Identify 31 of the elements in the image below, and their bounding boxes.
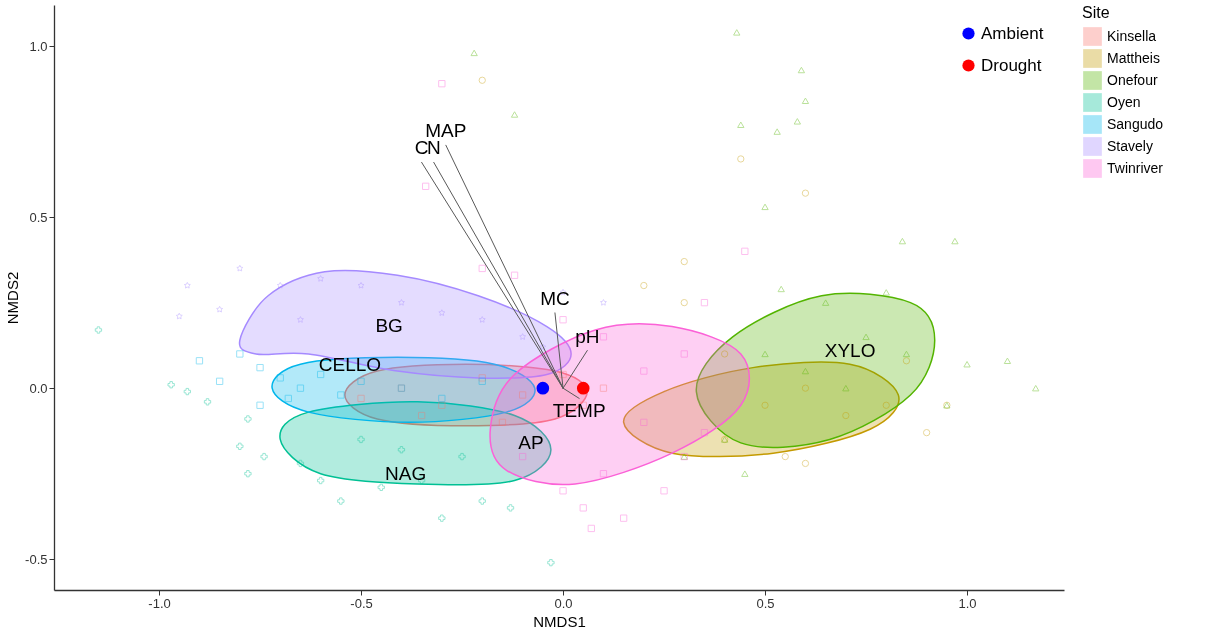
- annotation: NAG: [384, 462, 427, 484]
- y-tick-label: -0.5: [25, 551, 48, 567]
- x-tick-label: 0.5: [756, 595, 775, 611]
- annotation: XYLO: [824, 340, 876, 362]
- x-tick-label: -1.0: [148, 595, 171, 611]
- x-tick-label: 1.0: [958, 595, 977, 611]
- legend-label: Onefour: [1107, 71, 1158, 88]
- legend-label: Stavely: [1107, 137, 1153, 154]
- legend-label: Twinriver: [1107, 159, 1164, 176]
- y-tick-label: 0.5: [29, 209, 48, 225]
- annotation: BG: [375, 314, 403, 336]
- y-tick-label: 1.0: [29, 38, 48, 54]
- legend-label: Ambient: [981, 23, 1044, 43]
- x-axis-title: NMDS1: [533, 612, 586, 630]
- annotation: pH: [575, 325, 600, 347]
- legend-label: Kinsella: [1107, 27, 1157, 44]
- annotation: TEMP: [552, 400, 606, 422]
- y-axis-title: NMDS2: [4, 271, 22, 325]
- x-tick-label: -0.5: [350, 595, 373, 611]
- legend-label: Oyen: [1107, 93, 1141, 110]
- point: [536, 381, 550, 395]
- point: [576, 381, 590, 395]
- legend-label: Mattheis: [1107, 49, 1160, 66]
- legend-label: Sangudo: [1107, 115, 1164, 132]
- annotation: MC: [540, 287, 570, 309]
- annotation: AP: [518, 431, 544, 453]
- annotation: CELLO: [318, 353, 382, 375]
- y-tick-label: 0.0: [29, 380, 48, 396]
- legend-label: Drought: [981, 55, 1042, 75]
- x-tick-label: 0.0: [554, 595, 573, 611]
- legend-title: Site: [1082, 4, 1110, 21]
